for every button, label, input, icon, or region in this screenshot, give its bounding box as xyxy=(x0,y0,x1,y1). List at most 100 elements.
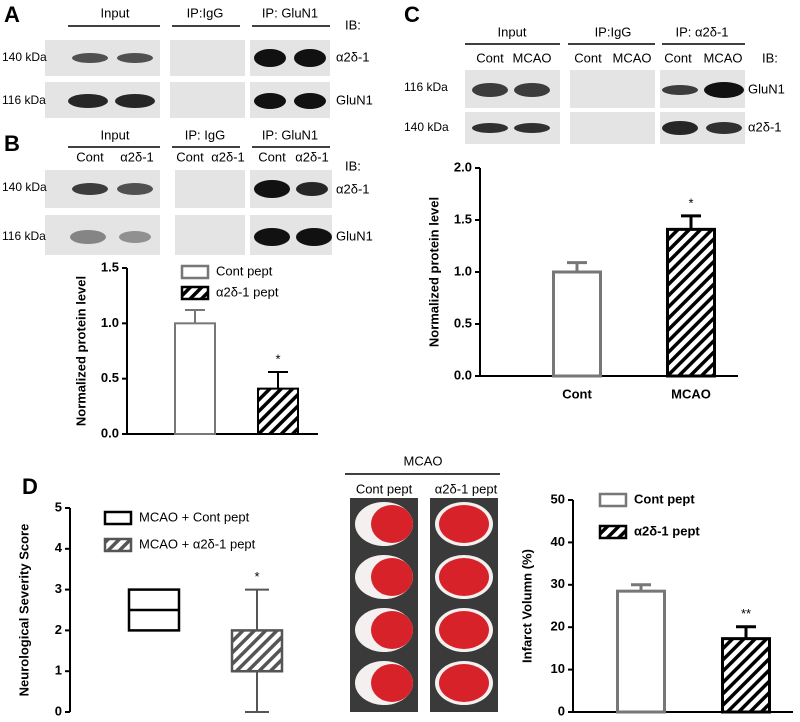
y-tick-label: 0 xyxy=(558,703,565,718)
significance: ** xyxy=(741,606,751,621)
y-tick-label: 10 xyxy=(551,661,565,676)
y-tick-label: 0.5 xyxy=(454,315,472,330)
blot-band xyxy=(662,85,698,95)
y-tick-label: 0.0 xyxy=(101,425,119,440)
blot-header: Input xyxy=(101,5,130,20)
blot-strip xyxy=(170,40,245,76)
significance: * xyxy=(254,569,259,584)
image-header: MCAO xyxy=(404,453,443,468)
blot-band xyxy=(72,183,108,195)
blot-header: IP:IgG xyxy=(187,5,224,20)
blot-band xyxy=(294,93,326,109)
blot-band xyxy=(72,53,108,63)
blot-strip xyxy=(170,82,245,118)
bar xyxy=(721,637,771,714)
legend-swatch xyxy=(180,264,210,280)
ib-target: α2δ-1 xyxy=(336,181,370,196)
lane-label: α2δ-1 xyxy=(211,149,245,164)
y-tick-label: 4 xyxy=(55,540,63,555)
lane-label: MCAO xyxy=(613,50,652,65)
blot-band xyxy=(296,228,332,246)
brain-stain xyxy=(371,611,413,649)
legend-label: Cont pept xyxy=(634,491,695,506)
legend-swatch xyxy=(103,510,133,526)
lane-label: Cont xyxy=(176,149,204,164)
brain-stain xyxy=(439,611,489,649)
y-tick-label: 1.5 xyxy=(101,259,119,274)
significance: * xyxy=(275,351,280,366)
y-axis-label: Normalized protein level xyxy=(426,197,441,347)
blot-band xyxy=(117,183,153,195)
lane-label: Cont xyxy=(476,50,504,65)
blot-header: Input xyxy=(498,24,527,39)
y-tick-label: 1.5 xyxy=(454,211,472,226)
y-tick-label: 1.0 xyxy=(454,263,472,278)
blot-band xyxy=(117,53,153,63)
y-axis-label: Neurological Severity Score xyxy=(16,524,31,697)
y-tick-label: 2.0 xyxy=(454,159,472,174)
brain-stain xyxy=(439,505,489,543)
legend-swatch xyxy=(180,285,210,301)
blot-header: IP: IgG xyxy=(185,127,225,142)
blot-band xyxy=(254,180,290,198)
y-tick-label: 5 xyxy=(55,499,62,514)
bar xyxy=(666,227,716,378)
marker: 140 kDa xyxy=(2,50,47,64)
blot-band xyxy=(472,123,508,133)
blot-header: IP: α2δ-1 xyxy=(675,24,728,39)
legend-label: α2δ-1 pept xyxy=(216,284,279,299)
panel-label: B xyxy=(4,131,20,156)
blot-band xyxy=(254,93,286,109)
blot-band xyxy=(254,49,286,67)
y-tick-label: 40 xyxy=(551,534,565,549)
y-tick-label: 30 xyxy=(551,576,565,591)
ib-target: GluN1 xyxy=(748,81,785,96)
blot-header: IP: GluN1 xyxy=(262,5,318,20)
blot-band xyxy=(70,230,106,244)
marker: 116 kDa xyxy=(2,229,46,243)
lane-label: MCAO xyxy=(513,50,552,65)
blot-strip xyxy=(175,215,245,255)
panel-label: D xyxy=(22,474,38,499)
x-tick-label: MCAO xyxy=(671,386,711,401)
legend-label: Cont pept xyxy=(216,263,273,278)
blot-band xyxy=(294,49,326,67)
x-tick-label: Cont xyxy=(562,386,592,401)
marker: 140 kDa xyxy=(2,180,47,194)
y-axis-label: Normalized protein level xyxy=(73,276,88,426)
legend-swatch xyxy=(103,537,133,553)
blot-strip xyxy=(45,215,160,255)
significance: * xyxy=(688,195,693,210)
blot-band xyxy=(68,94,108,108)
ib-label: IB: xyxy=(345,158,361,173)
y-tick-label: 1.0 xyxy=(101,315,119,330)
blot-header: IP:IgG xyxy=(595,24,632,39)
y-tick-label: 50 xyxy=(551,491,565,506)
blot-header: IP: GluN1 xyxy=(262,127,318,142)
blot-band xyxy=(662,121,698,135)
ib-label: IB: xyxy=(762,50,778,65)
marker: 140 kDa xyxy=(404,120,449,134)
image-column: α2δ-1 pept xyxy=(435,481,498,496)
brain-stain xyxy=(371,505,413,543)
brain-stain xyxy=(439,558,489,596)
brain-stain xyxy=(371,664,413,702)
blot-band xyxy=(514,123,550,133)
ib-label: IB: xyxy=(345,17,361,32)
y-tick-label: 20 xyxy=(551,619,565,634)
blot-band xyxy=(119,231,151,243)
ib-target: GluN1 xyxy=(336,92,373,107)
ib-target: α2δ-1 xyxy=(748,119,782,134)
y-axis-label: Infarct Volumn (%) xyxy=(519,549,534,663)
image-column: Cont pept xyxy=(356,481,413,496)
blot-band xyxy=(704,82,744,98)
bar xyxy=(616,589,666,714)
blot-strip xyxy=(570,112,655,144)
panel-label: C xyxy=(404,2,420,27)
lane-label: α2δ-1 xyxy=(120,149,154,164)
legend-swatch xyxy=(598,492,628,508)
bar xyxy=(174,322,216,436)
brain-stain xyxy=(371,558,413,596)
